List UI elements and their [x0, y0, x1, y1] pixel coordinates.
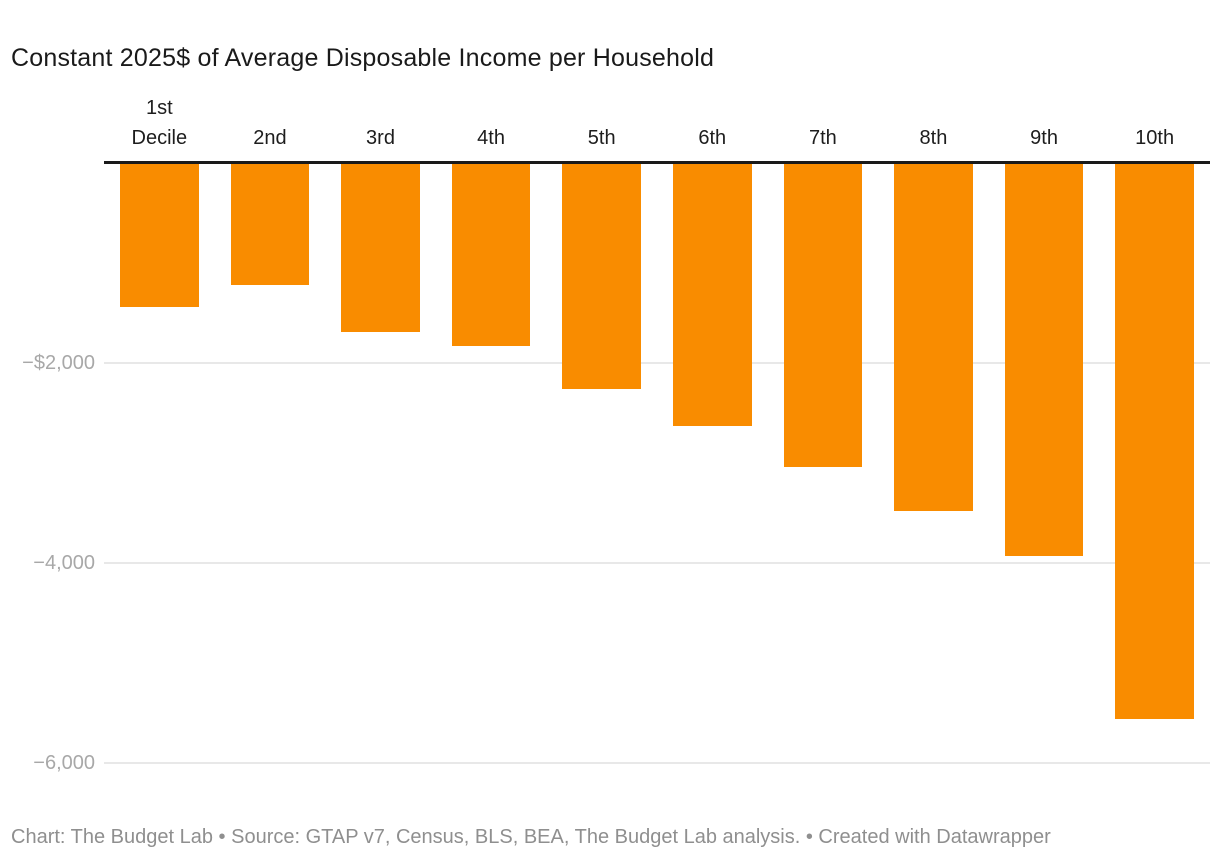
bar-column — [546, 163, 657, 793]
datawrapper-link[interactable]: Created with Datawrapper — [818, 826, 1051, 848]
x-axis-label-cell: 10th — [1099, 123, 1210, 153]
category-label: 3rd — [366, 127, 395, 149]
bar — [673, 163, 752, 426]
zero-axis-line — [104, 161, 1210, 164]
bar-column — [878, 163, 989, 793]
bar — [451, 163, 531, 346]
gridline — [104, 362, 1210, 364]
bar-column — [657, 163, 768, 793]
y-tick-label: −$2,000 — [22, 352, 95, 374]
category-label: 10th — [1135, 127, 1175, 149]
bar-column — [325, 163, 436, 793]
bar-column — [436, 163, 547, 793]
x-axis-label-cell: 4th — [436, 123, 547, 153]
y-tick-label: −4,000 — [33, 552, 95, 574]
x-axis-label-cell: 1st Decile — [104, 93, 215, 153]
bar — [783, 163, 863, 467]
bar-column — [768, 163, 879, 793]
category-label: 1st Decile — [131, 97, 188, 149]
x-axis-labels: 1st Decile 2nd 3rd 4th 5th 6th 7th 8th 9th 10th — [104, 86, 1210, 160]
gridline — [104, 562, 1210, 564]
x-axis-label-cell: 3rd — [325, 123, 436, 153]
bar — [1115, 163, 1194, 719]
gridline — [104, 762, 1210, 764]
bar — [562, 163, 641, 389]
bar — [120, 163, 199, 307]
x-axis-label-cell: 5th — [546, 123, 657, 153]
x-axis-label-cell: 9th — [989, 123, 1100, 153]
bar — [1004, 163, 1084, 556]
bar-column — [1099, 163, 1210, 793]
category-label: 4th — [477, 127, 505, 149]
x-axis-label-cell: 8th — [878, 123, 989, 153]
bar-column — [989, 163, 1100, 793]
category-label: 7th — [808, 127, 837, 149]
category-label: 9th — [1030, 127, 1058, 149]
x-axis-label-cell: 6th — [657, 123, 768, 153]
bar — [230, 163, 310, 285]
category-label: 5th — [587, 127, 616, 149]
chart-title: Constant 2025$ of Average Disposable Inc… — [11, 44, 715, 72]
chart-footer: Chart: The Budget Lab • Source: GTAP v7,… — [11, 824, 1051, 850]
bars-layer — [104, 163, 1210, 793]
x-axis-label-cell: 7th — [768, 123, 879, 153]
y-tick-label: −6,000 — [33, 752, 95, 774]
bar-column — [104, 163, 215, 793]
category-label: 2nd — [253, 127, 287, 149]
category-label: 8th — [919, 127, 948, 149]
bar — [894, 163, 973, 511]
bar — [341, 163, 420, 332]
plot-area — [104, 161, 1210, 793]
x-axis-label-cell: 2nd — [215, 123, 326, 153]
footer-credit: Chart: The Budget Lab • Source: GTAP v7,… — [11, 826, 819, 848]
bar-column — [215, 163, 326, 793]
category-label: 6th — [698, 127, 727, 149]
